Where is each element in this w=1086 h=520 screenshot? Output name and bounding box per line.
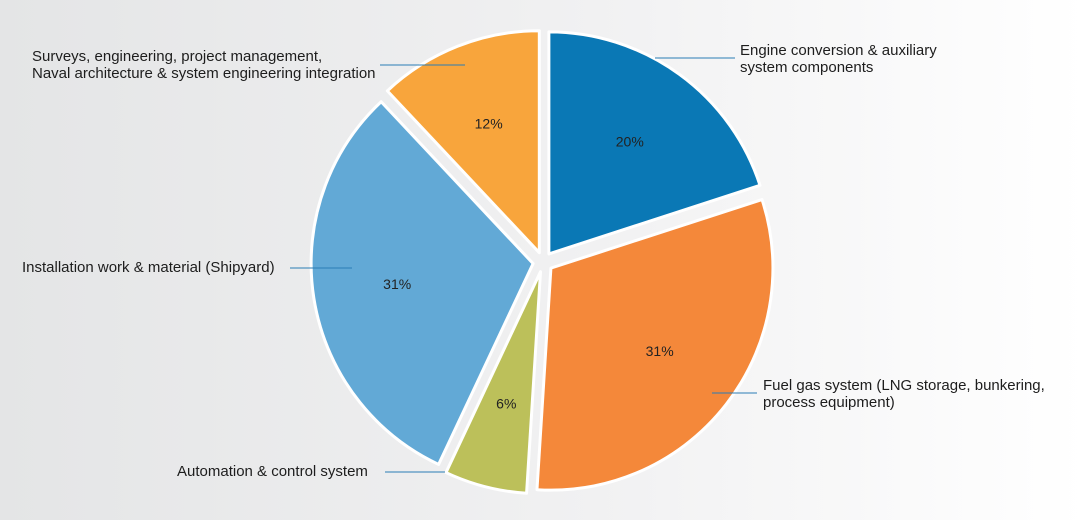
category-label: Automation & control system [177,463,368,480]
value-label: 6% [496,396,516,412]
pie-slice [547,30,762,256]
category-label: Fuel gas system (LNG storage, bunkering,… [763,377,1045,411]
pie-slice [535,198,775,492]
pie-slice [385,29,541,255]
category-label: Engine conversion & auxiliary system com… [740,42,937,76]
value-label: 20% [616,133,644,149]
pie-slice [444,270,543,495]
value-label: 12% [475,115,503,131]
category-label: Installation work & material (Shipyard) [22,259,275,276]
value-label: 31% [383,276,411,292]
value-label: 31% [646,343,674,359]
pie-slice [309,100,535,466]
category-label: Surveys, engineering, project management… [32,48,376,82]
